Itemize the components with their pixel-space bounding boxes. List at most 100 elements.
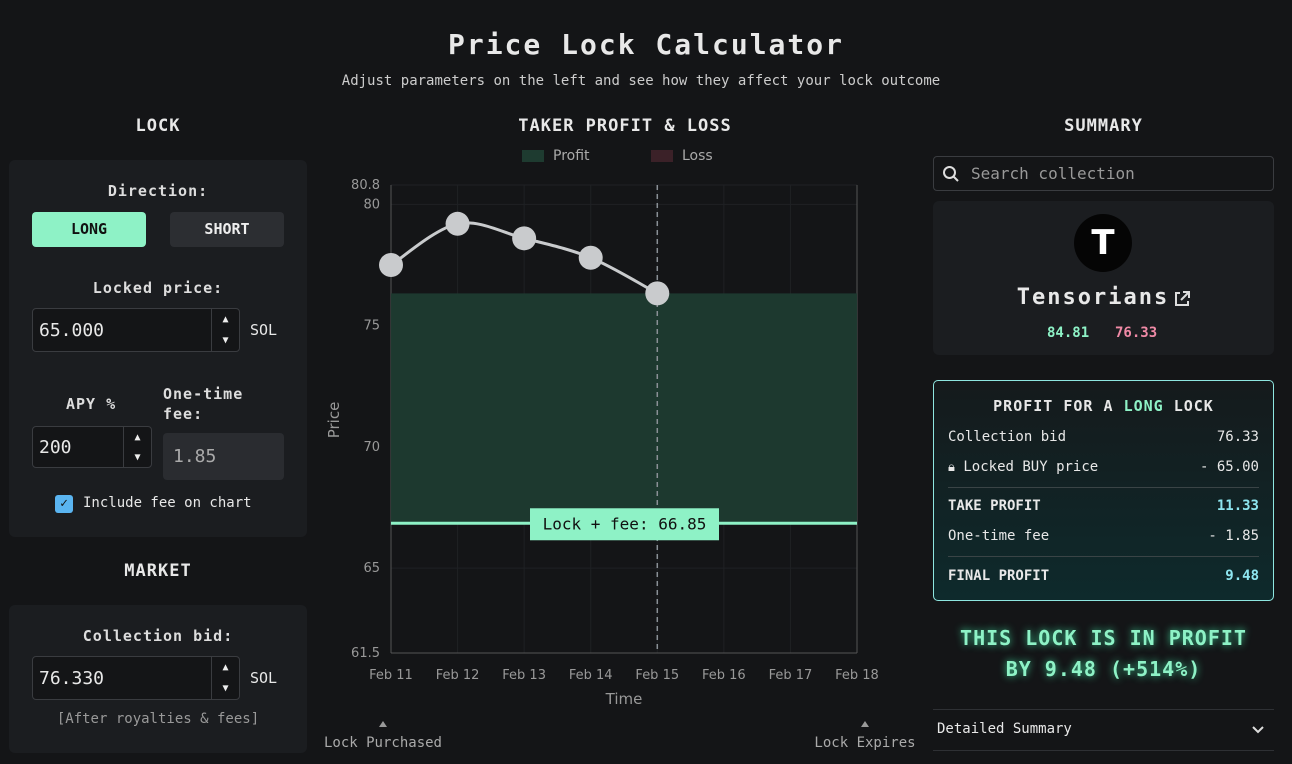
row-label: TAKE PROFIT [948, 498, 1041, 514]
row-label: Collection bid [948, 429, 1067, 445]
apy-label: APY % [66, 395, 117, 413]
direction-label: Direction: [107, 182, 209, 200]
title: Price Lock Calculator [447, 28, 844, 61]
details-label: Detailed Summary [937, 721, 1072, 737]
fee-label: One-time fee: [163, 385, 244, 423]
search-icon [943, 166, 959, 182]
row: TAKE PROFIT 11.33 [948, 498, 1259, 514]
x-tick-label: Feb 16 [702, 668, 746, 683]
price-point [512, 226, 537, 251]
search-placeholder: Search collection [971, 164, 1135, 183]
x-tick-label: Feb 12 [436, 668, 480, 683]
spinner[interactable]: ▲ ▼ [211, 657, 239, 699]
y-axis-label: Price [325, 402, 343, 439]
unit: SOL [250, 669, 278, 687]
search-box[interactable]: Search collection [933, 156, 1274, 191]
x-tick-label: Feb 14 [569, 668, 613, 683]
summary-heading: SUMMARY [1064, 116, 1143, 136]
lock-heading: LOCK [135, 116, 181, 136]
collection-card: T Tensorians 84.81 76.33 [933, 201, 1274, 355]
market-heading: MARKET [124, 561, 192, 581]
text: LONG [1123, 397, 1164, 415]
market-panel: Collection bid: 76.330 ▲ ▼ SOL [After roya… [9, 605, 307, 753]
divider [948, 487, 1259, 488]
price-point [445, 211, 470, 236]
avatar: T [1074, 214, 1132, 272]
chevron [1252, 726, 1264, 734]
short-button[interactable]: SHORT [170, 212, 284, 247]
checkbox[interactable]: ✓ [55, 495, 73, 513]
bid-note: [After royalties & fees] [56, 711, 260, 727]
apy-value: 200 [39, 436, 72, 458]
result-line: THIS LOCK IS IN PROFIT [960, 626, 1247, 650]
row-value: - 1.85 [1208, 528, 1259, 544]
lock-label: Lock + fee: 66.85 [543, 514, 707, 533]
x-tick-label: Feb 11 [369, 668, 413, 683]
chart-heading: TAKER PROFIT & LOSS [518, 116, 732, 136]
price-point [379, 253, 403, 278]
x-tick-label: Feb 17 [769, 668, 813, 683]
locked-price-value: 65.000 [39, 319, 105, 341]
row-value: 11.33 [1216, 498, 1259, 514]
unit: SOL [250, 321, 278, 339]
spinner[interactable]: ▲ ▼ [211, 309, 239, 351]
spinner[interactable]: ▲ ▼ [123, 427, 151, 467]
legend-swatch [522, 150, 544, 162]
long-button[interactable]: LONG [32, 212, 146, 247]
bid-input[interactable]: 76.330 ▲ ▼ [32, 656, 240, 700]
row-label: FINAL PROFIT [948, 568, 1050, 584]
legend-label: Loss [682, 148, 713, 164]
y-tick-label: 80.8 [351, 178, 380, 193]
include-fee-label: Include fee on chart [83, 495, 252, 511]
row: Collection bid 76.33 [948, 429, 1259, 445]
y-tick-label: 75 [363, 319, 380, 334]
x-axis-label: Time [605, 690, 643, 708]
row: 🔒︎ Locked BUY price - 65.00 [948, 459, 1259, 475]
row-value: - 65.00 [1199, 459, 1259, 475]
y-tick-label: 70 [363, 440, 380, 455]
y-tick-label: 61.5 [351, 646, 380, 661]
profit-box: PROFIT FOR A LONG LOCK Collection bid 76.… [933, 380, 1274, 601]
row: FINAL PROFIT 9.48 [948, 568, 1259, 584]
marker-arrow [861, 721, 869, 727]
marker-label: Lock Expires [814, 735, 915, 751]
price-point [578, 245, 603, 270]
lock-panel: Direction: LONG SHORT Locked price: 65.0… [9, 160, 307, 537]
price-low: 76.33 [1115, 325, 1158, 341]
legend-label: Profit [553, 148, 590, 164]
divider [948, 556, 1259, 557]
bid-label: Collection bid: [82, 627, 234, 645]
profit-title: PROFIT FOR A LONG LOCK [934, 397, 1273, 415]
row: One-time fee - 1.85 [948, 528, 1259, 544]
locked-price-label: Locked price: [92, 279, 224, 297]
locked-price-input[interactable]: 65.000 ▲ ▼ [32, 308, 240, 352]
lock-label-box [530, 508, 719, 541]
marker-arrow [379, 721, 387, 727]
text: LOCK [1173, 397, 1214, 415]
apy-input[interactable]: 200 ▲ ▼ [32, 426, 152, 468]
subtitle: Adjust parameters on the left and see ho… [341, 73, 941, 89]
price-point [645, 281, 670, 306]
marker-label: Lock Purchased [324, 735, 442, 751]
row-label: One-time fee [948, 528, 1050, 544]
x-tick-label: Feb 13 [502, 668, 546, 683]
row-value: 76.33 [1216, 429, 1259, 445]
bid-value: 76.330 [39, 667, 105, 689]
details-toggle[interactable]: Detailed Summary [933, 709, 1274, 751]
y-tick-label: 80 [363, 197, 380, 212]
y-tick-label: 65 [363, 561, 380, 576]
x-tick-label: Feb 18 [835, 668, 879, 683]
external-link-icon[interactable] [1173, 290, 1191, 308]
price-high: 84.81 [1047, 325, 1090, 341]
profit-area [391, 293, 857, 524]
x-tick-label: Feb 15 [635, 668, 679, 683]
row-label: 🔒︎ Locked BUY price [948, 459, 1099, 475]
collection-name: Tensorians [1016, 285, 1170, 310]
text: PROFIT FOR A [993, 397, 1114, 415]
fee-input[interactable]: 1.85 [163, 433, 284, 480]
result-line: BY 9.48 (+514%) [1005, 657, 1202, 681]
text: Locked BUY price [963, 459, 1099, 475]
row-value: 9.48 [1225, 568, 1259, 584]
